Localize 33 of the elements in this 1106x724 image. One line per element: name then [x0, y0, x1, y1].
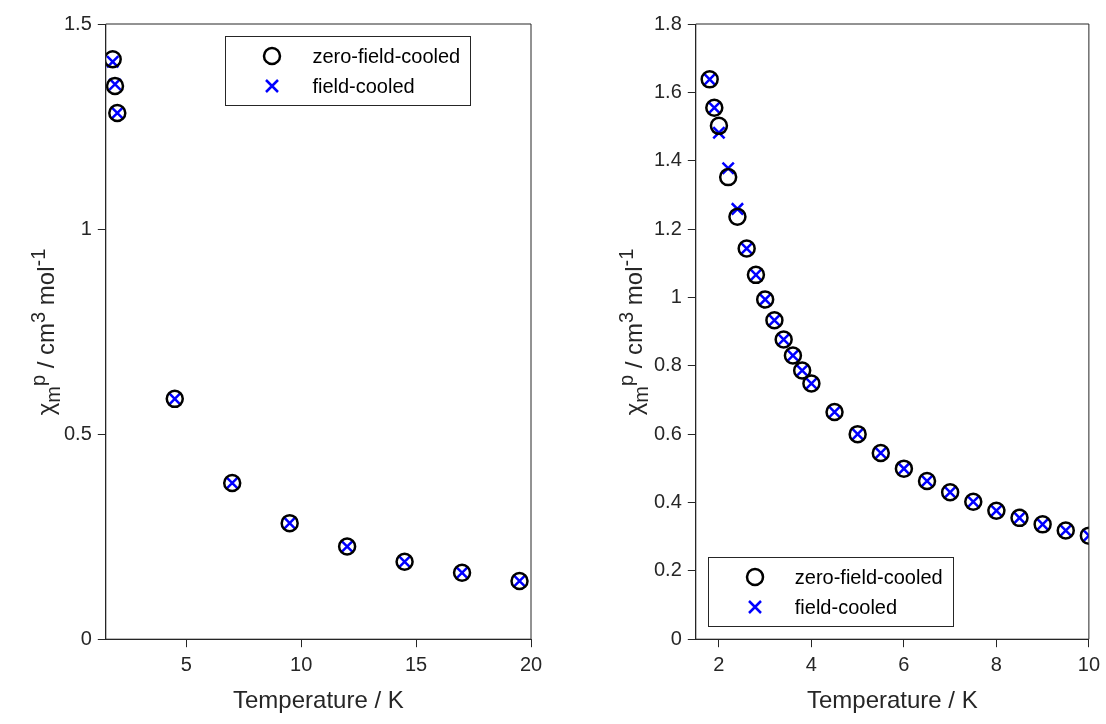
legend-label: zero-field-cooled [794, 565, 943, 589]
y-tick-label: 0.4 [653, 490, 682, 512]
y-tick-label: 1.2 [653, 216, 682, 239]
y-tick-label: 1.5 [63, 11, 92, 34]
y-tick-label: 0 [80, 626, 92, 649]
y-tick-label: 1 [670, 284, 682, 307]
x-tick-label: 15 [404, 652, 428, 675]
y-tick-label: 0 [670, 626, 682, 649]
x-tick-label: 4 [805, 652, 817, 675]
y-tick-label: 1.8 [653, 11, 682, 34]
point [718, 167, 738, 187]
legend-label: field-cooled [794, 595, 898, 619]
x-tick-label: 10 [1077, 652, 1100, 675]
x-tick-label: 2 [713, 652, 725, 675]
y-tick-label: 0.6 [653, 421, 682, 444]
y-tick-label: 0.5 [63, 421, 92, 444]
x-tick-label: 5 [180, 652, 192, 675]
point [728, 207, 747, 227]
legend-label: zero-field-cooled [312, 44, 461, 68]
point [105, 50, 122, 69]
x-tick-label: 6 [898, 652, 910, 675]
point [709, 116, 729, 136]
y-tick-label: 1 [80, 216, 92, 239]
x-tick-label: 10 [290, 652, 313, 675]
y-tick-label: 1.4 [653, 148, 682, 171]
x-axis-title: Temperature / K [806, 686, 978, 714]
legend-label: field-cooled [312, 74, 415, 98]
x-tick-label: 20 [519, 652, 543, 675]
x-axis-title: Temperature / K [233, 686, 404, 714]
y-tick-label: 0.8 [653, 353, 682, 376]
y-tick-label: 0.2 [653, 558, 682, 581]
x-tick-label: 8 [990, 652, 1002, 675]
y-tick-label: 1.6 [653, 79, 682, 102]
